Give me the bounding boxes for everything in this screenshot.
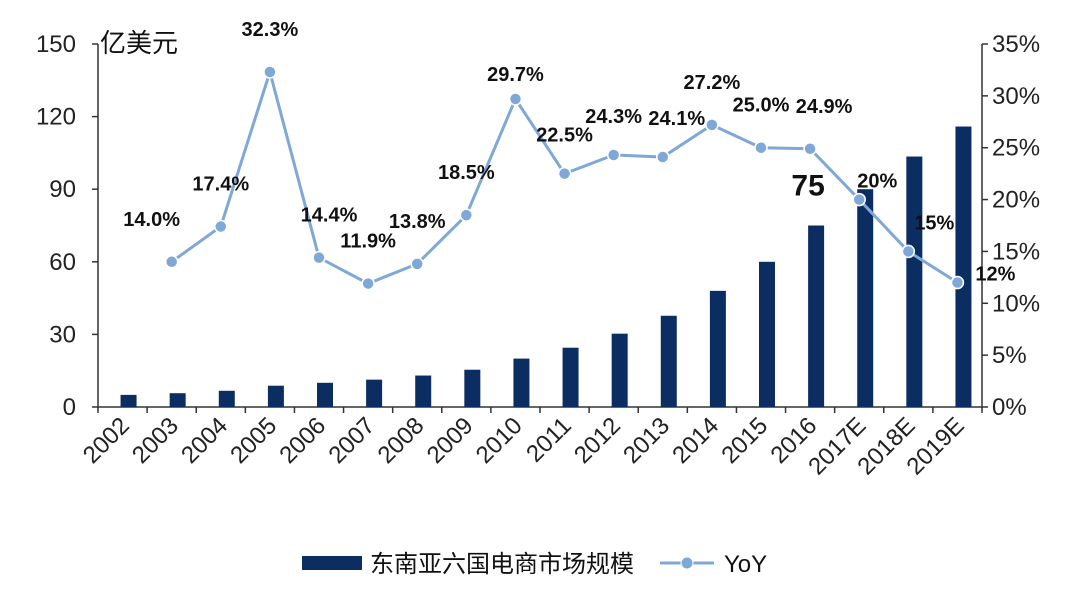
right-tick-label: 0% [992, 394, 1027, 421]
yoy-data-label: 20% [857, 171, 897, 193]
x-tick-label: 2005 [225, 412, 282, 469]
bar [513, 358, 530, 407]
yoy-data-label: 12% [975, 264, 1015, 286]
x-tick-label: 2011 [521, 412, 577, 468]
bar [317, 382, 333, 407]
yoy-data-label: 15% [914, 212, 954, 234]
yoy-point [852, 192, 866, 207]
legend-line-marker [680, 556, 694, 570]
yoy-point [508, 92, 523, 106]
yoy-data-label: 29.7% [487, 64, 544, 86]
x-tick-label: 2015 [716, 412, 773, 469]
yoy-data-label: 24.9% [796, 96, 853, 118]
x-tick-label: 2012 [569, 412, 626, 469]
yoy-data-label: 18.5% [438, 162, 495, 184]
yoy-data-label: 32.3% [242, 19, 299, 41]
bar [464, 369, 481, 407]
legend-bar-swatch [302, 556, 362, 570]
data-labels: 75 14.0% 17.4% 32.3% 14.4% 11.9%13.8% 18.5% 29.… [123, 19, 1015, 286]
x-tick-label: 2014 [667, 412, 724, 469]
axes: 03060901201500%5%10%15%20%25%30%35%20022… [36, 31, 1040, 480]
yoy-data-label: 14.4% [301, 205, 358, 227]
bar [906, 156, 923, 407]
yoy-point [557, 166, 572, 181]
bar [955, 126, 972, 407]
yoy-data-label: 25.0% [733, 95, 790, 117]
yoy-data-label: 22.5% [536, 125, 593, 147]
yoy-data-label: 24.3% [585, 106, 642, 128]
yoy-point [459, 208, 474, 222]
bar [808, 225, 825, 407]
x-tick-label: 2019E [902, 412, 970, 480]
right-tick-label: 10% [992, 290, 1040, 317]
left-tick-label: 30 [49, 321, 76, 348]
yoy-data-label: 11.9% [340, 231, 396, 253]
x-tick-label: 2008 [373, 412, 430, 469]
bar [611, 333, 628, 407]
yoy-point [263, 65, 277, 79]
yoy-data-label: 13.8% [389, 211, 446, 233]
bar [267, 385, 284, 407]
left-tick-label: 120 [36, 104, 76, 131]
yoy-data-label: 27.2% [684, 72, 741, 94]
yoy-data-label: 14.0% [123, 209, 180, 231]
yoy-data-label: 24.1% [648, 108, 705, 130]
yoy-point [214, 219, 228, 234]
left-tick-label: 0 [63, 394, 76, 421]
yoy-point [950, 275, 965, 290]
yoy-point [754, 140, 768, 155]
x-tick-label: 2003 [127, 412, 184, 469]
yoy-point [656, 150, 670, 164]
x-tick-label: 2002 [78, 412, 135, 469]
bar [415, 375, 432, 407]
yoy-point [803, 142, 817, 156]
unit-label: 亿美元 [100, 28, 178, 58]
x-tick-label: 2004 [176, 412, 233, 469]
left-tick-label: 150 [36, 31, 76, 58]
left-tick-label: 90 [49, 176, 76, 203]
x-tick-label: 2009 [422, 412, 479, 469]
x-tick-label: 2013 [618, 412, 675, 469]
bar [366, 379, 383, 407]
right-tick-label: 5% [992, 342, 1027, 369]
legend: 东南亚六国电商市场规模 YoY [302, 551, 767, 578]
right-tick-label: 25% [992, 135, 1040, 162]
yoy-point [606, 148, 621, 162]
yoy-point [705, 118, 719, 132]
yoy-point [901, 244, 916, 259]
x-tick-label: 2006 [274, 412, 331, 469]
x-tick-label: 2010 [471, 412, 528, 469]
legend-bar-label: 东南亚六国电商市场规模 [370, 551, 634, 578]
yoy-point [164, 255, 179, 269]
bar [218, 390, 235, 407]
bar [660, 315, 677, 407]
bar-series [120, 126, 972, 407]
bar [169, 393, 186, 407]
bar [120, 394, 137, 407]
bar [759, 261, 775, 407]
yoy-data-label: 17.4% [192, 174, 249, 196]
yoy-point [410, 257, 424, 271]
yoy-point [312, 250, 326, 265]
right-tick-label: 15% [992, 238, 1040, 265]
bar [857, 189, 874, 407]
right-tick-label: 35% [992, 31, 1040, 58]
right-tick-label: 30% [992, 83, 1040, 110]
bar [562, 347, 579, 407]
bar-value-label: 75 [791, 170, 824, 203]
right-tick-label: 20% [992, 187, 1040, 214]
legend-line-label: YoY [724, 551, 767, 578]
line-series [164, 65, 965, 291]
yoy-point [361, 276, 375, 291]
x-tick-label: 2007 [324, 412, 381, 469]
left-tick-label: 60 [49, 249, 76, 276]
bar [709, 290, 726, 407]
